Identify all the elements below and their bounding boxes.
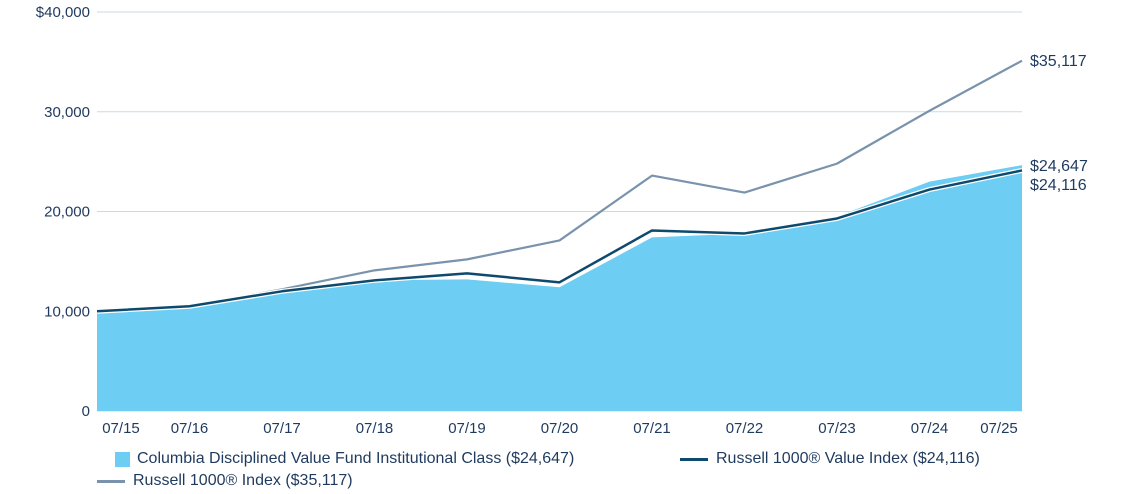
x-tick-label: 07/23 <box>818 420 856 437</box>
x-tick-label: 07/22 <box>726 420 764 437</box>
x-tick-label: 07/24 <box>911 420 949 437</box>
legend-line-russell-1000 <box>97 479 125 483</box>
y-tick-label: 0 <box>82 403 90 420</box>
line-value-index <box>96 169 1023 313</box>
y-tick-label: $40,000 <box>36 4 90 21</box>
x-tick-label: 07/18 <box>356 420 394 437</box>
x-tick-label: 07/25 <box>980 420 1018 437</box>
legend-label-russell-1000: Russell 1000® Index ($35,117) <box>133 472 353 489</box>
x-tick-label: 07/20 <box>541 420 579 437</box>
y-tick-label: 10,000 <box>44 303 90 320</box>
x-tick-label: 07/16 <box>171 420 209 437</box>
legend-label-value-index: Russell 1000® Value Index ($24,116) <box>716 450 980 467</box>
x-tick-label: 07/21 <box>633 420 671 437</box>
legend-swatch-fund <box>115 451 130 467</box>
growth-chart: 0 10,000 20,000 30,000 $40,000 07/15 07/16 07/1… <box>36 4 1088 437</box>
legend-item-fund: Columbia Disciplined Value Fund Institut… <box>115 450 574 468</box>
y-tick-label: 30,000 <box>44 104 90 121</box>
x-tick-label: 07/15 <box>102 420 140 437</box>
x-tick-label: 07/19 <box>448 420 486 437</box>
end-label-russell-1000: $35,117 <box>1030 53 1087 70</box>
legend-line-value-index <box>680 457 708 461</box>
y-tick-label: 20,000 <box>44 204 90 221</box>
legend-label-fund: Columbia Disciplined Value Fund Institut… <box>137 450 575 467</box>
legend-item-russell-1000: Russell 1000® Index ($35,117) <box>97 472 353 490</box>
end-label-fund: $24,647 <box>1030 158 1088 175</box>
legend-item-value-index: Russell 1000® Value Index ($24,116) <box>680 450 980 468</box>
end-label-value-index: $24,116 <box>1030 177 1087 194</box>
x-tick-label: 07/17 <box>263 420 301 437</box>
